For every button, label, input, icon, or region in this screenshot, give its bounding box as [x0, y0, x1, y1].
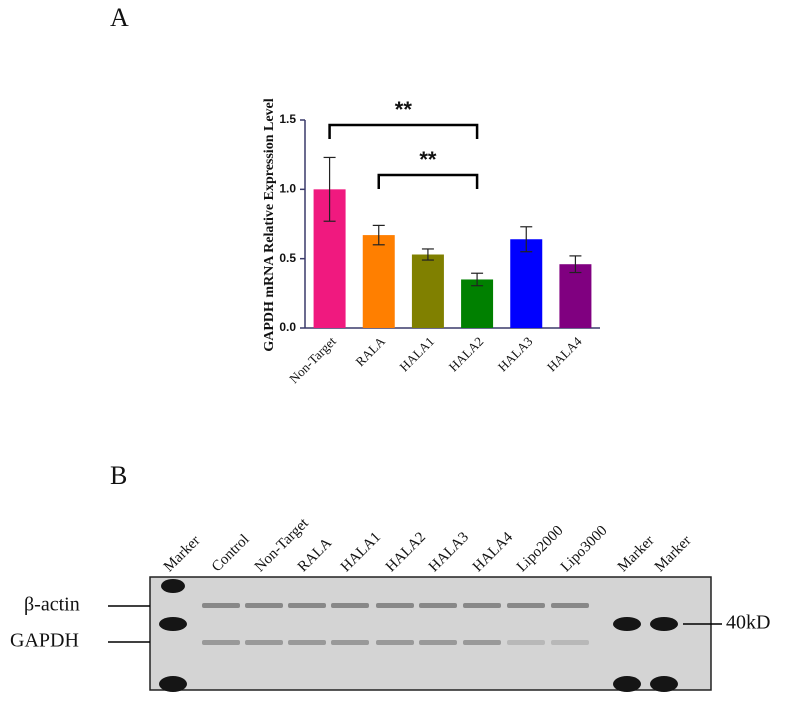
- gapdh-band: [507, 640, 545, 645]
- marker-band: [159, 617, 187, 631]
- lane-label: HALA4: [470, 529, 516, 575]
- row-label: β-actin: [24, 594, 80, 616]
- bar: [559, 264, 592, 328]
- lane-label: HALA2: [383, 529, 429, 575]
- actin-band: [551, 603, 589, 608]
- x-tick-label: HALA3: [495, 334, 536, 375]
- x-tick-label: HALA4: [544, 333, 585, 374]
- bar: [510, 239, 543, 328]
- actin-band: [419, 603, 457, 608]
- gapdh-band: [202, 640, 240, 645]
- bar: [411, 254, 444, 328]
- x-tick-label: HALA2: [446, 334, 487, 375]
- marker-band: [161, 579, 185, 593]
- panel-label: A: [110, 3, 129, 32]
- gapdh-band: [331, 640, 369, 645]
- gapdh-band: [288, 640, 326, 645]
- significance-label: **: [419, 147, 437, 172]
- actin-band: [507, 603, 545, 608]
- marker-band: [650, 676, 678, 692]
- significance-bracket: [377, 173, 479, 189]
- actin-band: [331, 603, 369, 608]
- lane-label: Lipo2000: [514, 523, 567, 576]
- gapdh-band: [245, 640, 283, 645]
- gapdh-band: [463, 640, 501, 645]
- actin-band: [245, 603, 283, 608]
- blot-image: [149, 576, 712, 691]
- y-tick-label: 1.0: [279, 182, 296, 196]
- x-tick-label: HALA1: [396, 334, 437, 375]
- marker-band: [650, 617, 678, 631]
- x-tick-label: Non-Target: [286, 333, 339, 386]
- y-tick-label: 0.0: [279, 320, 296, 334]
- x-tick-label: RALA: [352, 333, 388, 369]
- gapdh-band: [551, 640, 589, 645]
- lane-label: Marker: [652, 533, 695, 576]
- bar: [461, 279, 494, 328]
- lane-label: Control: [209, 532, 253, 576]
- lane-label: Marker: [161, 533, 204, 576]
- y-tick-label: 0.5: [279, 251, 296, 265]
- lane-label: RALA: [295, 535, 335, 575]
- bar: [362, 235, 395, 328]
- marker-band: [613, 676, 641, 692]
- actin-band: [463, 603, 501, 608]
- lane-label: Marker: [615, 533, 658, 576]
- significance-label: **: [395, 97, 413, 122]
- lane-label: HALA1: [338, 529, 384, 575]
- row-label: GAPDH: [10, 630, 79, 652]
- y-tick-label: 1.5: [279, 112, 296, 126]
- lane-label: HALA3: [426, 529, 472, 575]
- actin-band: [202, 603, 240, 608]
- marker-band: [613, 617, 641, 631]
- y-axis-label: GAPDH mRNA Relative Expression Level: [262, 98, 277, 351]
- actin-band: [288, 603, 326, 608]
- significance-bracket: [328, 123, 479, 139]
- gapdh-band: [376, 640, 414, 645]
- lane-label: Lipo3000: [558, 523, 611, 576]
- marker-band: [159, 676, 187, 692]
- gapdh-band: [419, 640, 457, 645]
- actin-band: [376, 603, 414, 608]
- size-label: 40kD: [726, 612, 770, 634]
- panel-label: B: [110, 461, 127, 490]
